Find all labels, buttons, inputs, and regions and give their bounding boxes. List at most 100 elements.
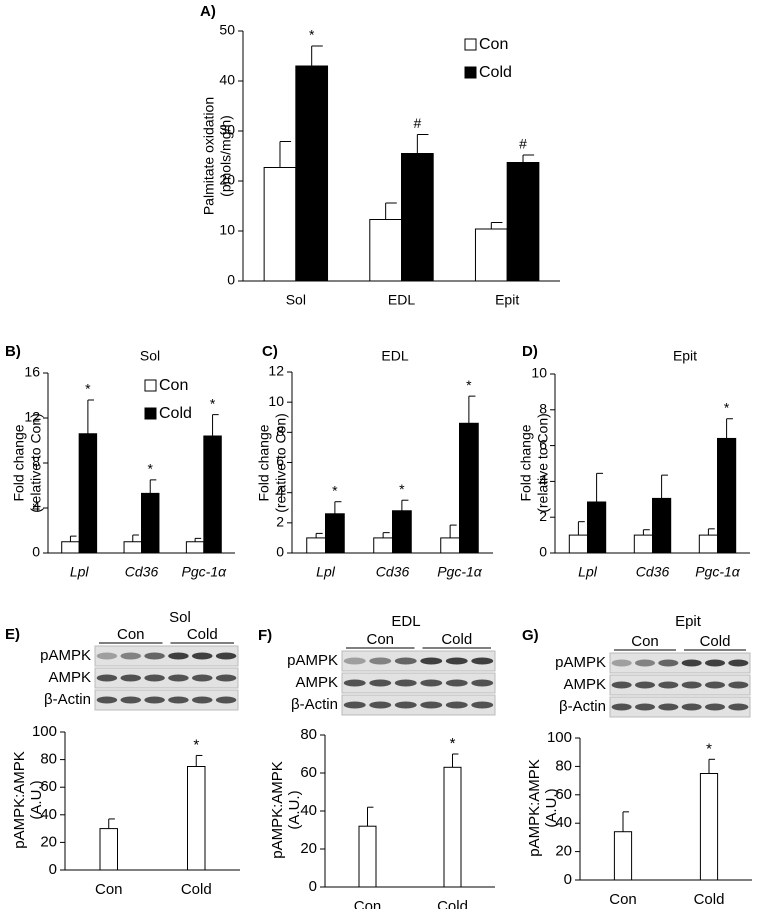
y-tick-label: 0 (49, 861, 57, 878)
bar (325, 513, 345, 554)
y-tick-label: 12 (268, 363, 284, 379)
legend-label: Cold (159, 405, 192, 422)
blot-band (635, 703, 655, 711)
annotation: * (724, 399, 730, 415)
bar (440, 537, 460, 554)
blot-band (420, 701, 443, 709)
blot-band (611, 659, 632, 667)
blot-group-label: Con (366, 631, 394, 648)
blot-row-label: AMPK (295, 674, 338, 691)
annotation: * (466, 377, 472, 393)
y-axis-label: Fold change (11, 424, 27, 501)
y-tick-label: 6 (539, 436, 547, 452)
y-axis-label: pAMPK:AMPK (526, 759, 543, 857)
annotation: # (519, 136, 527, 152)
blot-band (168, 652, 189, 660)
blot-band (120, 696, 141, 704)
y-tick-label: 6 (276, 453, 284, 469)
y-axis-label: Fold change (256, 424, 272, 501)
blot-strip (94, 689, 239, 711)
panel-title: Sol (169, 609, 191, 626)
y-axis-label: (A.U.) (286, 790, 303, 829)
bar (459, 422, 479, 554)
y-tick-label: 80 (555, 757, 572, 774)
blot-band (471, 701, 494, 709)
y-tick-label: 50 (219, 22, 235, 38)
x-tick-label: Cd36 (125, 564, 159, 580)
y-axis-label: pAMPK:AMPK (269, 761, 286, 859)
y-tick-label: 8 (32, 454, 40, 470)
panel: A) Palmitate oxidation (pmols/mg/h) 0 10 20 30… (200, 3, 560, 308)
blot-band (681, 659, 702, 667)
y-tick-label: 40 (40, 806, 57, 823)
blot-band (728, 703, 749, 711)
legend-swatch (144, 407, 157, 420)
panel-title: Epit (675, 613, 702, 630)
blot-band (96, 674, 118, 682)
x-tick-label: Sol (286, 292, 306, 308)
blot-band (120, 652, 141, 660)
x-tick-label: EDL (388, 292, 415, 308)
blot-band (215, 652, 237, 660)
blot-band (394, 657, 417, 665)
y-tick-label: 40 (555, 814, 572, 831)
bar (203, 435, 222, 554)
blot-strip (609, 652, 751, 674)
panel-label: G) (522, 627, 539, 644)
bar (373, 537, 393, 554)
blot-strip (609, 674, 751, 696)
blot-strip (94, 667, 239, 689)
y-axis-label: Fold change (518, 424, 534, 501)
y-tick-label: 30 (219, 122, 235, 138)
bar (698, 534, 718, 554)
bar (185, 541, 205, 554)
y-tick-label: 60 (300, 764, 317, 781)
blot-band (343, 701, 366, 709)
blot-strip (341, 694, 496, 716)
blot-band (705, 681, 725, 689)
bar (369, 219, 402, 282)
blot-row-label: β-Actin (291, 696, 338, 713)
blot-band (681, 703, 702, 711)
annotation: * (450, 735, 456, 752)
blot-band (192, 696, 213, 704)
blot-band (120, 674, 141, 682)
y-axis-label: pAMPK:AMPK (11, 751, 28, 849)
y-tick-label: 80 (300, 726, 317, 743)
y-tick-label: 4 (276, 483, 284, 499)
x-tick-label: Con (609, 891, 637, 908)
y-tick-label: 40 (219, 72, 235, 88)
panel-label: F) (258, 627, 272, 644)
blot-row-label: pAMPK (40, 647, 91, 664)
blot-band (445, 657, 468, 665)
blot-band (144, 652, 165, 660)
y-tick-label: 10 (219, 222, 235, 238)
blot-band (343, 679, 366, 687)
bar (392, 510, 412, 554)
bar (633, 534, 653, 554)
blot-group-label: Cold (441, 631, 472, 648)
bar (652, 497, 672, 554)
y-tick-label: 8 (539, 401, 547, 417)
annotation: * (193, 736, 199, 753)
blot-band (168, 696, 189, 704)
blot-band (369, 657, 392, 665)
y-tick-label: 0 (564, 871, 572, 888)
y-tick-label: 0 (32, 544, 40, 560)
x-tick-label: Con (354, 898, 382, 909)
legend-swatch (464, 38, 477, 51)
panel: F) EDL pAMPK:AMPK (A.U.) Con Cold pAMPK AMPK β-A… (258, 613, 496, 909)
x-tick-label: Cold (694, 891, 725, 908)
blot-band (635, 659, 655, 667)
blot-band (215, 674, 237, 682)
blot-band (611, 681, 632, 689)
legend-swatch (144, 379, 157, 392)
y-tick-label: 10 (268, 393, 284, 409)
blot-strip (341, 650, 496, 672)
blot-band (144, 696, 165, 704)
blot-strip (609, 696, 751, 718)
bar (613, 831, 633, 881)
y-tick-label: 80 (40, 751, 57, 768)
panel-title: Sol (140, 348, 160, 364)
